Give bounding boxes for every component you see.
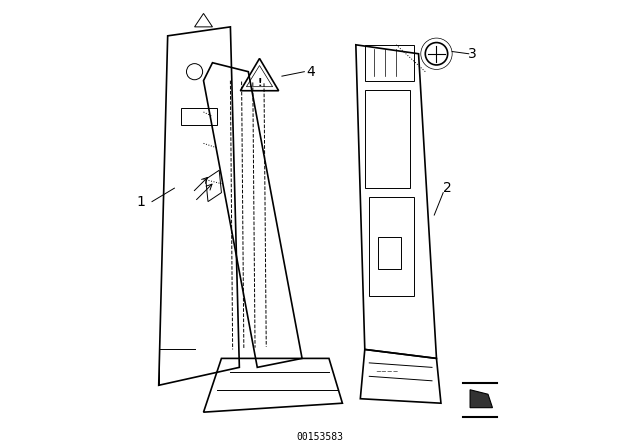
- Text: 3: 3: [468, 47, 477, 61]
- Bar: [378, 237, 401, 269]
- Text: 1: 1: [136, 194, 145, 209]
- Bar: [181, 108, 217, 125]
- Text: ~~~~: ~~~~: [376, 369, 399, 375]
- Text: 4: 4: [307, 65, 316, 79]
- Bar: [365, 45, 414, 81]
- Text: !: !: [257, 78, 262, 88]
- Text: 2: 2: [444, 181, 452, 195]
- Polygon shape: [470, 390, 493, 408]
- Bar: [365, 90, 410, 188]
- Text: 00153583: 00153583: [296, 432, 344, 442]
- Bar: [369, 197, 414, 296]
